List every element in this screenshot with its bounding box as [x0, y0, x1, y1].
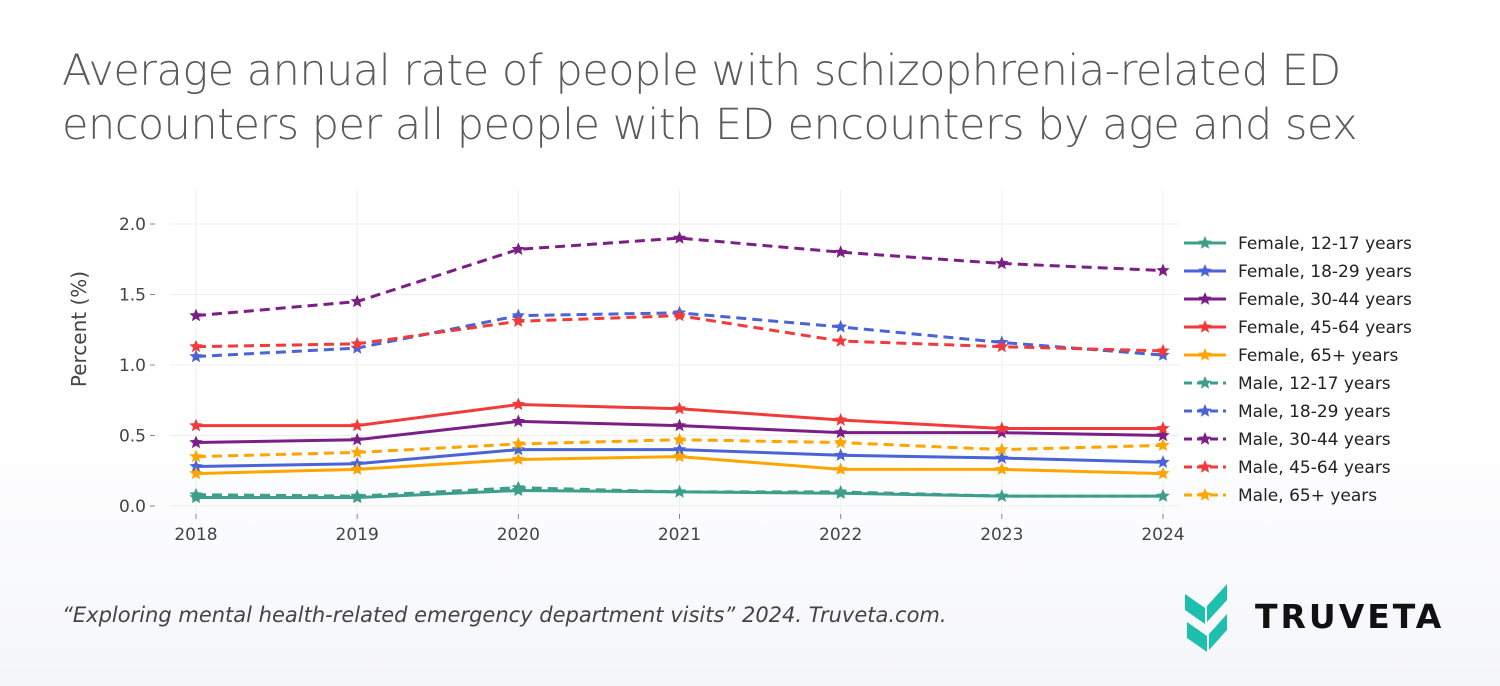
data-point	[1156, 263, 1170, 277]
data-point	[189, 487, 203, 501]
data-point	[511, 242, 525, 255]
data-point	[834, 319, 848, 333]
data-point	[511, 314, 525, 327]
data-point	[672, 401, 687, 415]
data-point	[834, 245, 848, 258]
x-tick-label: 2022	[819, 525, 862, 545]
data-point	[1156, 421, 1170, 435]
data-point	[672, 484, 687, 498]
data-point	[189, 459, 203, 473]
x-tick-label: 2023	[980, 525, 1023, 545]
data-point	[1156, 428, 1170, 442]
data-point	[189, 349, 203, 363]
legend-marker	[1198, 376, 1212, 389]
legend-entry: Female, 30-44 years	[1238, 290, 1412, 310]
y-tick-label: 0.5	[119, 427, 146, 447]
svg-text:TRUVETA: TRUVETA	[1255, 597, 1444, 636]
legend-entry: Female, 12-17 years	[1238, 234, 1412, 254]
y-axis-label: Percent (%)	[67, 271, 91, 387]
data-point	[350, 294, 364, 308]
legend-marker	[1198, 460, 1212, 473]
data-point	[350, 341, 364, 354]
data-point	[995, 256, 1009, 270]
legend-marker	[1198, 488, 1212, 501]
legend-entry: Male, 12-17 years	[1238, 374, 1391, 394]
data-point	[1156, 455, 1170, 468]
legend-entry: Female, 18-29 years	[1238, 262, 1412, 282]
data-point	[834, 425, 848, 439]
data-point	[834, 484, 848, 498]
data-point	[995, 425, 1009, 439]
data-point	[511, 452, 525, 466]
data-point	[1156, 438, 1170, 451]
data-point	[1156, 466, 1170, 480]
data-point	[1156, 489, 1170, 502]
data-point	[350, 445, 364, 459]
data-point	[1156, 348, 1170, 361]
legend-entry: Female, 65+ years	[1238, 346, 1398, 366]
data-point	[189, 339, 203, 353]
data-point	[511, 442, 525, 456]
data-point	[834, 334, 848, 347]
data-point	[350, 462, 364, 475]
legend-entry: Male, 18-29 years	[1238, 402, 1391, 422]
legend-entry: Female, 45-64 years	[1238, 318, 1412, 338]
data-point	[995, 421, 1009, 435]
legend-marker	[1198, 432, 1212, 445]
data-point	[511, 480, 525, 494]
data-point	[350, 418, 364, 432]
data-point	[511, 397, 525, 411]
truveta-logo: TRUVETA	[1185, 584, 1444, 652]
data-point	[189, 435, 203, 449]
data-point	[189, 418, 203, 432]
legend-marker	[1198, 320, 1212, 333]
data-point	[189, 308, 203, 322]
data-point	[189, 449, 203, 463]
data-point	[672, 449, 687, 463]
legend-entry: Male, 30-44 years	[1238, 430, 1391, 450]
data-point	[672, 418, 687, 432]
data-point	[834, 435, 848, 449]
data-point	[511, 437, 525, 450]
data-point	[995, 339, 1009, 353]
y-tick-label: 1.5	[119, 286, 146, 306]
data-point	[350, 489, 364, 502]
data-point	[834, 462, 848, 475]
data-point	[672, 442, 687, 456]
x-tick-label: 2021	[658, 525, 701, 545]
y-tick-label: 2.0	[119, 215, 146, 235]
source-citation: “Exploring mental health-related emergen…	[62, 603, 947, 627]
data-point	[672, 231, 687, 244]
legend-entry: Male, 45-64 years	[1238, 458, 1391, 478]
data-point	[672, 308, 687, 322]
legend-entry: Male, 65+ years	[1238, 486, 1377, 506]
y-tick-label: 1.0	[119, 356, 146, 376]
data-point	[995, 462, 1009, 475]
x-tick-label: 2018	[174, 525, 217, 545]
data-point	[672, 432, 687, 446]
data-point	[350, 432, 364, 446]
legend-marker	[1198, 404, 1212, 417]
data-point	[1156, 343, 1170, 357]
data-point	[511, 414, 525, 428]
y-tick-label: 0.0	[119, 497, 146, 517]
x-tick-label: 2019	[336, 525, 379, 545]
legend-marker	[1198, 264, 1212, 277]
x-tick-label: 2020	[497, 525, 540, 545]
data-point	[189, 466, 203, 480]
legend-marker	[1198, 292, 1212, 305]
data-point	[995, 442, 1009, 456]
legend-marker	[1198, 348, 1212, 361]
chart-title: Average annual rate of people with schiz…	[62, 46, 1358, 150]
data-point	[995, 489, 1009, 502]
data-point	[995, 451, 1009, 464]
data-point	[834, 448, 848, 461]
data-point	[834, 413, 848, 426]
data-point	[350, 336, 364, 350]
legend-marker	[1198, 236, 1212, 249]
x-tick-label: 2024	[1141, 525, 1184, 545]
